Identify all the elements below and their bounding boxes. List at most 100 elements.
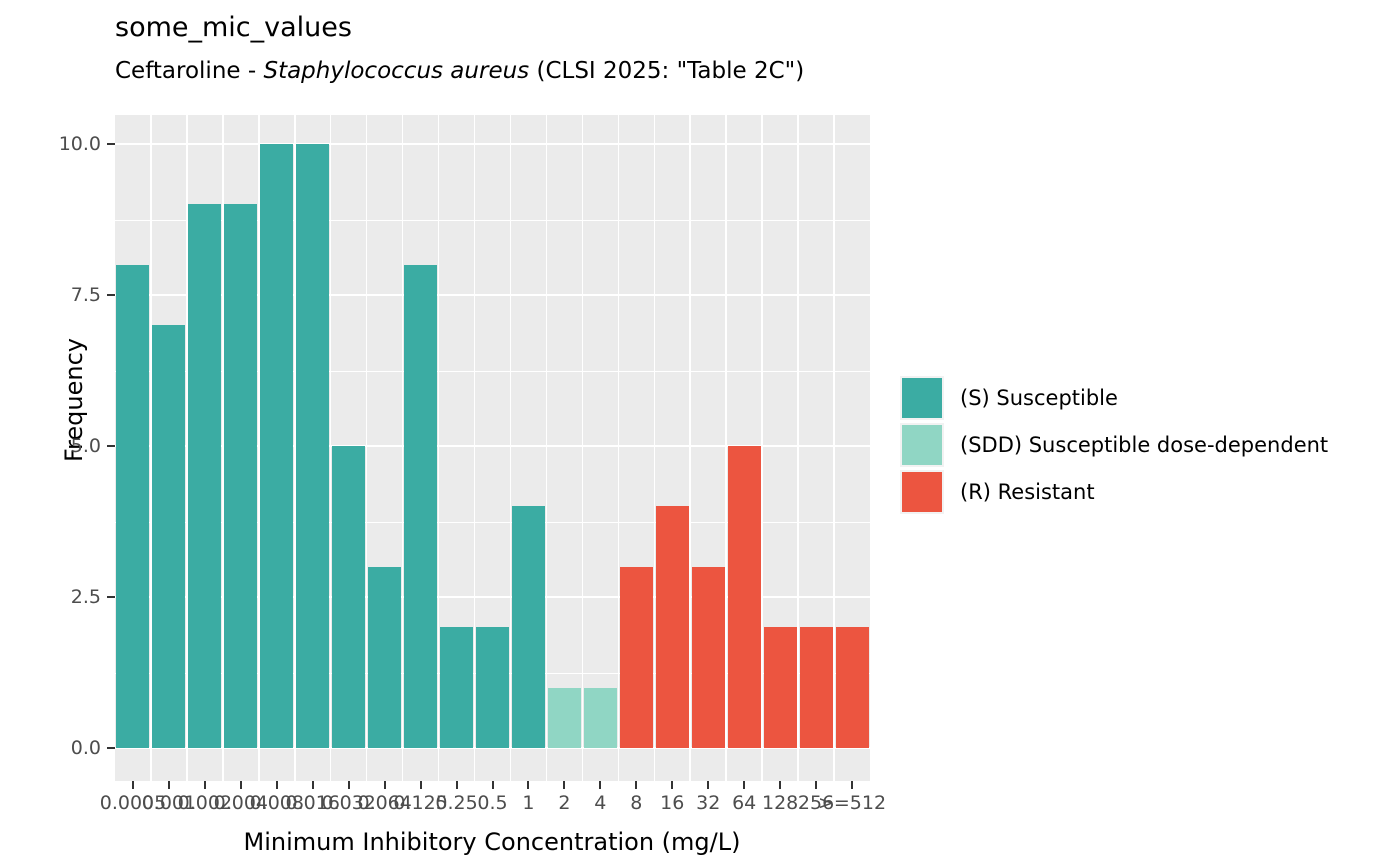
bar-0.125 xyxy=(404,264,438,748)
legend-item-SDD: (SDD) Susceptible dose-dependent xyxy=(900,423,1328,467)
gridline-x xyxy=(329,115,332,781)
x-tick-label: 0.5 xyxy=(477,792,508,814)
gridline-x xyxy=(401,115,404,781)
legend-label-R: (R) Resistant xyxy=(960,480,1095,504)
legend-item-S: (S) Susceptible xyxy=(900,376,1328,420)
x-tick-label: >=512 xyxy=(817,792,887,814)
bar-0.001 xyxy=(152,325,186,748)
x-axis-title: Minimum Inhibitory Concentration (mg/L) xyxy=(243,828,741,856)
x-tick xyxy=(635,781,638,789)
y-tick-label: 7.5 xyxy=(70,284,101,306)
y-tick-label: 5.0 xyxy=(70,435,101,457)
x-tick xyxy=(383,781,386,789)
x-tick xyxy=(347,781,350,789)
x-tick-label: 0.125 xyxy=(393,792,448,814)
x-tick-label: 0.001 xyxy=(141,792,197,814)
gridline-x xyxy=(617,115,620,781)
bar-64 xyxy=(727,446,761,748)
y-tick-label: 0.0 xyxy=(70,737,101,759)
bar-0.004 xyxy=(224,204,258,748)
bar-1 xyxy=(511,506,545,748)
gridline-x xyxy=(761,115,763,781)
gridline-x xyxy=(437,115,440,781)
legend: (S) Susceptible (SDD) Susceptible dose-de… xyxy=(900,376,1328,514)
gridline-x xyxy=(473,115,476,781)
legend-key-SDD xyxy=(900,423,944,467)
subtitle-species: Staphylococcus aureus xyxy=(263,58,530,84)
y-tick xyxy=(107,747,115,749)
x-tick xyxy=(563,781,566,789)
gridline-x xyxy=(294,115,296,781)
gridline-x xyxy=(653,115,656,781)
x-tick xyxy=(851,781,854,789)
x-tick xyxy=(707,781,710,789)
gridline-x xyxy=(258,115,260,781)
x-tick-label: 64 xyxy=(732,792,757,814)
x-tick-label: 0.032 xyxy=(321,792,376,814)
bar-0.0005 xyxy=(116,264,150,748)
x-tick-label: 16 xyxy=(660,792,685,814)
x-tick xyxy=(239,781,242,789)
bar-16 xyxy=(655,506,689,748)
x-tick-label: 0.25 xyxy=(435,792,478,814)
x-tick-label: 256 xyxy=(797,792,835,814)
bar->=512 xyxy=(835,627,869,748)
x-tick xyxy=(779,781,782,789)
x-tick-label: 32 xyxy=(696,792,721,814)
bar-0.5 xyxy=(476,627,509,748)
y-tick-label: 2.5 xyxy=(70,586,101,608)
bar-8 xyxy=(619,566,653,748)
x-tick xyxy=(311,781,314,789)
x-tick-label: 4 xyxy=(594,792,607,814)
gridline-major-y xyxy=(115,143,870,145)
gridline-x xyxy=(797,115,799,781)
x-tick-label: 0.0005 xyxy=(99,792,167,814)
x-tick-label: 2 xyxy=(558,792,571,814)
x-tick-label: 128 xyxy=(761,792,799,814)
bar-0.008 xyxy=(260,144,294,748)
gridline-minor-y xyxy=(115,521,870,523)
legend-key-S xyxy=(900,376,944,420)
chart-subtitle: Ceftaroline - Staphylococcus aureus (CLS… xyxy=(115,58,804,84)
gridline-major-y xyxy=(115,294,870,296)
legend-label-S: (S) Susceptible xyxy=(960,386,1118,410)
y-tick xyxy=(107,294,115,296)
x-tick xyxy=(599,781,602,789)
x-tick-label: 0.008 xyxy=(249,792,304,814)
bar-0.032 xyxy=(332,446,366,748)
gridline-minor-y xyxy=(115,219,870,221)
x-tick xyxy=(419,781,422,789)
gridline-x xyxy=(186,115,188,781)
y-tick-label: 10.0 xyxy=(58,133,101,155)
bar-0.064 xyxy=(368,566,402,748)
gridline-x xyxy=(222,115,224,781)
gridline-minor-y xyxy=(115,370,870,372)
gridline-x xyxy=(365,115,368,781)
gridline-major-y xyxy=(115,747,870,749)
legend-swatch-SDD xyxy=(902,425,942,465)
x-tick xyxy=(743,781,746,789)
x-tick-label: 0.064 xyxy=(357,792,412,814)
bar-0.25 xyxy=(440,627,474,748)
x-tick xyxy=(815,781,818,789)
gridline-major-y xyxy=(115,596,870,598)
gridline-x xyxy=(509,115,512,781)
gridline-x xyxy=(150,115,152,781)
x-tick xyxy=(275,781,278,789)
x-tick-label: 1 xyxy=(522,792,535,814)
gridline-major-y xyxy=(115,445,870,447)
x-tick-label: 0.016 xyxy=(285,792,340,814)
x-tick xyxy=(167,781,170,789)
x-tick-label: 0.004 xyxy=(213,792,269,814)
gridline-x xyxy=(833,115,835,781)
bar-128 xyxy=(763,627,797,748)
bar-256 xyxy=(799,627,833,748)
gridline-x xyxy=(545,115,548,781)
bar-32 xyxy=(691,566,725,748)
bar-4 xyxy=(583,687,617,748)
x-tick xyxy=(527,781,530,789)
legend-swatch-S xyxy=(902,378,942,418)
plot-panel xyxy=(115,115,870,781)
gridline-x xyxy=(689,115,691,781)
